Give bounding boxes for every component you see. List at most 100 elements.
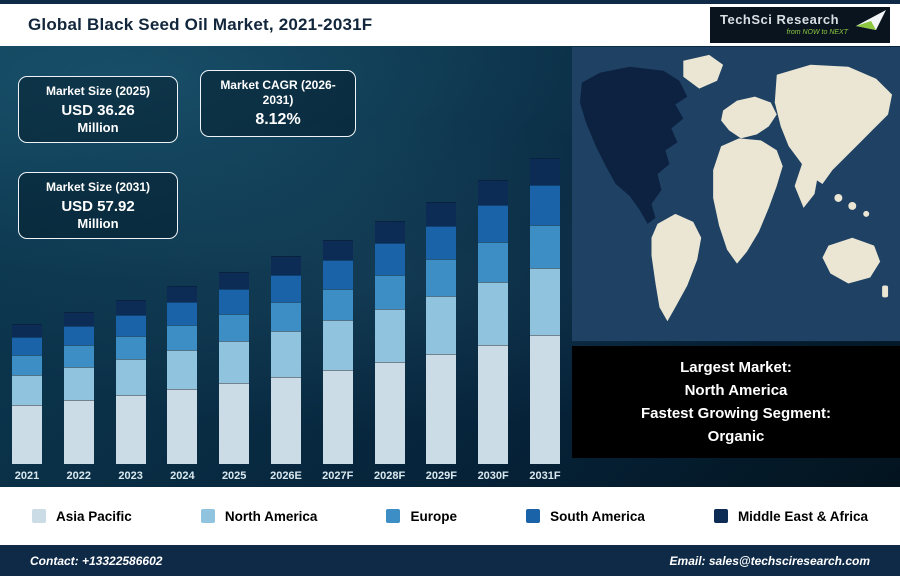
bar-segment-middle-east-africa — [12, 324, 42, 337]
bar-group-2026e: 2026E — [269, 256, 303, 482]
market-cagr-label: Market CAGR (2026-2031) — [220, 78, 336, 107]
bar-segment-europe — [478, 242, 509, 283]
bar-segment-north-america — [478, 282, 509, 345]
bar-segment-europe — [219, 314, 250, 342]
x-axis-label: 2030F — [477, 470, 509, 482]
bar-segment-middle-east-africa — [167, 286, 198, 302]
legend-item-north-america: North America — [200, 508, 318, 524]
bar-segment-asia-pacific — [478, 344, 509, 464]
bar-segment-asia-pacific — [322, 369, 353, 464]
bar-segment-north-america — [219, 341, 250, 384]
market-cagr-value: 8.12% — [255, 111, 301, 128]
logo-brand: TechSci Research — [720, 12, 882, 27]
logo-brand-primary: TechSci — [720, 12, 773, 27]
page-title: Global Black Seed Oil Market, 2021-2031F — [28, 15, 373, 34]
largest-market-note: Largest Market: North America Fastest Gr… — [572, 346, 900, 458]
bar-segment-south-america — [270, 274, 301, 302]
bar-segment-europe — [115, 336, 146, 360]
x-axis-label: 2024 — [170, 470, 195, 482]
logo-tagline: from NOW to NEXT — [786, 29, 848, 36]
bar-stack — [322, 239, 353, 464]
bar-stack — [63, 311, 94, 464]
bar-stack — [219, 271, 250, 464]
bar-segment-europe — [529, 225, 560, 268]
bar-segment-south-america — [478, 205, 509, 243]
legend-item-europe: Europe — [386, 509, 457, 524]
market-size-2031-value: USD 57.92 — [61, 198, 135, 215]
bar-segment-middle-east-africa — [374, 221, 405, 244]
bar-segment-middle-east-africa — [322, 239, 353, 261]
bar-stack — [374, 221, 405, 464]
bar-group-2030f: 2030F — [476, 179, 510, 482]
bar-segment-north-america — [322, 320, 353, 370]
market-size-2025-label: Market Size (2025) — [45, 84, 151, 98]
bar-segment-asia-pacific — [219, 383, 250, 464]
legend-item-middle-east-africa: Middle East & Africa — [713, 508, 868, 524]
x-axis-label: 2025 — [221, 470, 247, 482]
stacked-bar-chart: 2021 2022 2023 2024 2025 2026E 2027F 2028F 2029F… — [10, 157, 562, 482]
market-size-2025-box: Market Size (2025) USD 36.26 Million — [18, 76, 178, 143]
bar-segment-europe — [374, 274, 405, 309]
legend-swatch — [32, 509, 46, 523]
market-cagr-box: Market CAGR (2026-2031) 8.12% — [200, 70, 356, 137]
bar-segment-north-america — [374, 308, 405, 363]
note-line-4: Organic — [707, 428, 765, 446]
bar-group-2024: 2024 — [165, 286, 199, 482]
x-axis-label: 2022 — [66, 470, 92, 482]
market-size-2025-value: USD 36.26 — [61, 102, 135, 119]
bar-segment-south-america — [374, 243, 405, 275]
bar-segment-north-america — [12, 374, 42, 406]
legend-item-south-america: South America — [526, 509, 645, 524]
x-axis-label: 2028F — [373, 470, 406, 482]
bar-segment-europe — [63, 345, 94, 367]
chart-legend: Asia Pacific North America Europe South Ame… — [0, 487, 900, 545]
bar-segment-middle-east-africa — [270, 256, 301, 275]
note-line-1: Largest Market: — [680, 358, 792, 376]
bar-segment-north-america — [115, 359, 146, 396]
header: Global Black Seed Oil Market, 2021-2031F… — [0, 0, 900, 46]
bar-segment-europe — [270, 301, 301, 331]
island-sea-3 — [863, 210, 870, 217]
techsci-logo: TechSci Research from NOW to NEXT — [710, 7, 890, 43]
bar-segment-north-america — [270, 330, 301, 377]
footer-contact: Contact: +13322586602 — [30, 553, 163, 568]
continent-europe — [721, 96, 777, 139]
bar-segment-south-america — [12, 336, 42, 355]
bar-stack — [12, 324, 42, 464]
x-axis-label: 2029F — [425, 470, 457, 482]
legend-swatch — [386, 509, 401, 523]
legend-item-asia-pacific: Asia Pacific — [32, 509, 132, 524]
bar-stack — [115, 300, 146, 464]
bar-segment-asia-pacific — [115, 395, 146, 464]
chart-panel: Market Size (2025) USD 36.26 Million Mar… — [0, 46, 900, 487]
island-sea-2 — [848, 201, 857, 210]
legend-label: Europe — [410, 508, 457, 524]
bar-segment-europe — [322, 289, 353, 321]
bar-group-2031f: 2031F — [528, 157, 562, 482]
x-axis-label: 2027F — [322, 470, 354, 482]
legend-label: Middle East & Africa — [737, 508, 868, 524]
legend-label: South America — [550, 508, 645, 524]
market-size-2031-box: Market Size (2031) USD 57.92 Million — [18, 172, 178, 239]
x-axis-label: 2026E — [270, 470, 302, 482]
bar-segment-middle-east-africa — [219, 271, 250, 290]
note-line-3: Fastest Growing Segment: — [640, 405, 832, 422]
footer: Contact: +13322586602 Email: sales@techs… — [0, 545, 900, 576]
continent-australia — [822, 237, 881, 284]
bar-segment-south-america — [426, 225, 457, 260]
bar-segment-middle-east-africa — [478, 179, 509, 206]
bar-segment-middle-east-africa — [529, 157, 560, 186]
bar-stack — [529, 157, 560, 464]
market-size-2031-label: Market Size (2031) — [45, 180, 151, 194]
bar-segment-middle-east-africa — [63, 311, 94, 326]
bar-segment-asia-pacific — [12, 405, 42, 464]
market-size-2025-unit: Million — [77, 120, 119, 135]
x-axis-label: 2023 — [118, 470, 143, 482]
legend-label: North America — [224, 508, 318, 524]
legend-swatch — [200, 509, 215, 523]
bar-group-2021: 2021 — [10, 324, 44, 482]
bar-segment-asia-pacific — [426, 353, 457, 464]
island-new-zealand — [882, 285, 889, 298]
continent-north-america — [579, 66, 688, 224]
